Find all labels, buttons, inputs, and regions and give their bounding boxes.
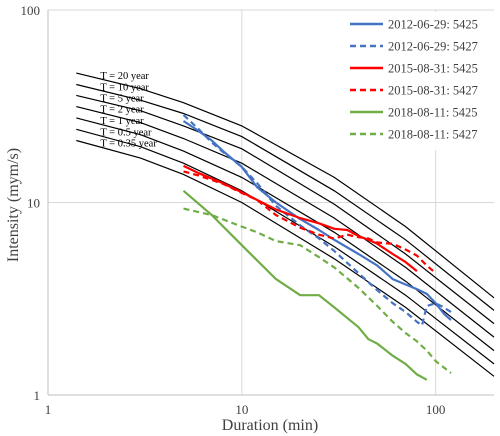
x-axis-title: Duration (min) bbox=[222, 417, 318, 434]
legend-label: 2015-08-31: 5427 bbox=[388, 84, 478, 98]
x-tick-label: 10 bbox=[235, 402, 248, 417]
legend-label: 2018-08-11: 5427 bbox=[388, 128, 477, 142]
series-lines bbox=[182, 114, 452, 381]
return-period-label: T = 0.5 year bbox=[100, 127, 152, 138]
legend-box bbox=[344, 12, 494, 150]
y-tick-label: 100 bbox=[21, 3, 41, 18]
series-line bbox=[182, 114, 452, 327]
x-tick-label: 100 bbox=[426, 402, 446, 417]
legend-label: 2012-06-29: 5427 bbox=[388, 40, 478, 54]
idf-curve bbox=[76, 72, 495, 299]
return-period-label: T = 2 year bbox=[100, 105, 144, 116]
y-tick-label: 1 bbox=[34, 388, 41, 403]
series-line bbox=[182, 189, 428, 381]
idf-curve bbox=[76, 117, 495, 352]
plot-frame bbox=[47, 10, 494, 396]
idf-curve bbox=[76, 83, 495, 311]
series-line bbox=[183, 207, 452, 374]
idf-curve bbox=[76, 106, 495, 338]
legend-label: 2012-06-29: 5425 bbox=[388, 18, 478, 32]
return-period-label: T = 5 year bbox=[100, 93, 144, 104]
y-axis-title: Intensity (mym/s) bbox=[5, 148, 22, 262]
return-period-label: T = 10 year bbox=[100, 83, 149, 94]
legend: 2012-06-29: 5425 2012-06-29: 5427 2015-08-… bbox=[344, 12, 494, 150]
y-tick-label: 10 bbox=[27, 196, 40, 211]
x-tick-label: 1 bbox=[45, 402, 52, 417]
tick-labels: 1 10 100 1 10 100 bbox=[21, 3, 446, 417]
idf-curves bbox=[76, 72, 495, 377]
return-period-label: T = 20 year bbox=[100, 71, 149, 82]
series-line bbox=[183, 164, 418, 272]
idf-curve bbox=[76, 94, 495, 325]
series-line bbox=[183, 170, 437, 274]
return-period-label: T = 0.35 year bbox=[100, 138, 157, 149]
legend-label: 2015-08-31: 5425 bbox=[388, 62, 478, 76]
idf-curve bbox=[76, 128, 495, 365]
legend-label: 2018-08-11: 5425 bbox=[388, 106, 477, 120]
return-period-label: T = 1 year bbox=[100, 116, 144, 127]
idf-curve bbox=[76, 139, 495, 377]
